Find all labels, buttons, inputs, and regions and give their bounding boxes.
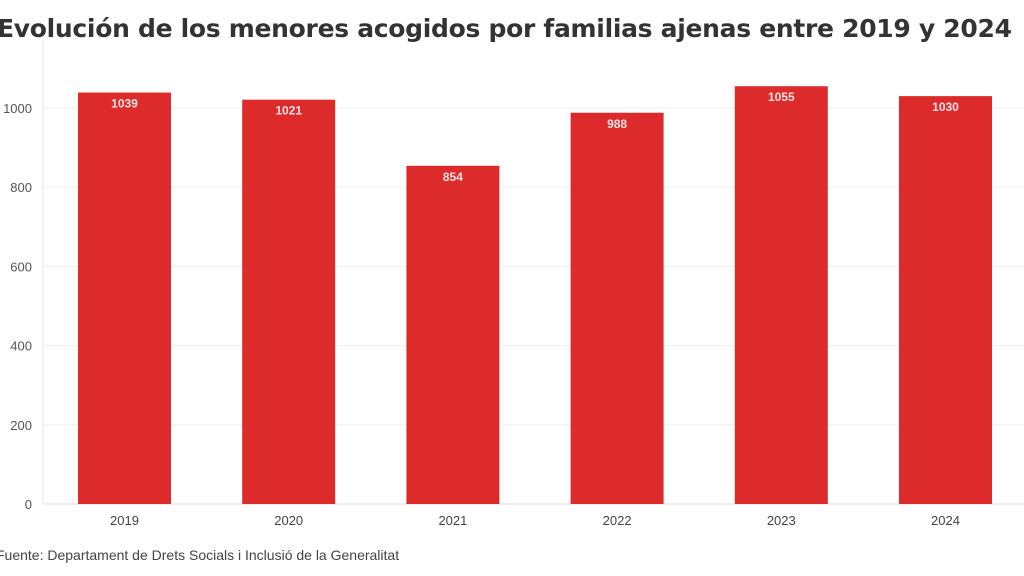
chart-title: Evolución de los menores acogidos por fa…	[0, 14, 1012, 43]
data-label: 854	[443, 170, 463, 184]
y-tick-label: 0	[25, 497, 32, 512]
bar-2020	[242, 99, 336, 505]
bar-2021	[406, 165, 500, 505]
y-tick-label: 800	[10, 180, 32, 195]
x-tick-label: 2022	[603, 513, 632, 528]
x-tick-label: 2023	[767, 513, 796, 528]
data-label: 1030	[932, 100, 959, 114]
y-tick-label: 600	[10, 259, 32, 274]
bar-2022	[570, 112, 664, 504]
data-label: 988	[607, 117, 627, 131]
bar-2023	[734, 86, 828, 504]
bar-2019	[78, 92, 171, 504]
source-note: Fuente: Departament de Drets Socials i I…	[0, 547, 400, 563]
x-tick-label: 2020	[274, 513, 303, 528]
y-tick-label: 400	[10, 339, 32, 354]
bar-2024	[899, 96, 992, 505]
y-tick-label: 1000	[3, 101, 32, 116]
x-tick-label: 2024	[931, 513, 960, 528]
data-label: 1055	[768, 90, 795, 104]
x-tick-label: 2019	[110, 513, 139, 528]
y-tick-label: 200	[10, 418, 32, 433]
data-label: 1039	[111, 97, 138, 111]
data-label: 1021	[275, 104, 302, 118]
x-tick-label: 2021	[438, 513, 467, 528]
